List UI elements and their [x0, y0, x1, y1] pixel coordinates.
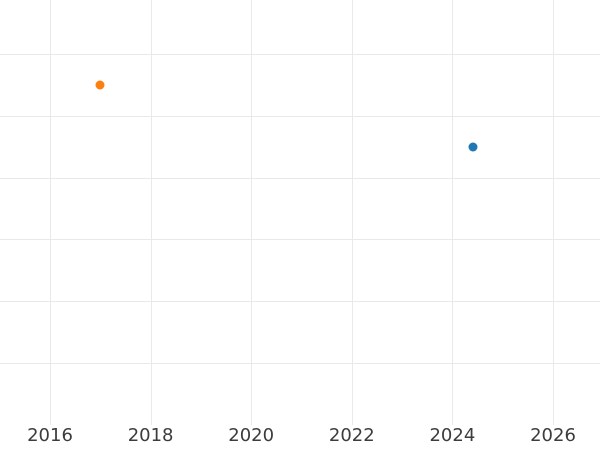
x-tick-label: 2022 [328, 425, 375, 446]
h-gridline [0, 115, 600, 117]
h-gridline [0, 301, 600, 303]
x-tick-label: 2016 [27, 425, 73, 446]
v-gridline [150, 0, 152, 425]
data-point-orange [95, 80, 105, 90]
v-gridline [351, 0, 353, 425]
x-tick-label: 2020 [228, 425, 275, 446]
v-gridline [452, 0, 454, 425]
v-gridline [553, 0, 554, 425]
x-tick-label: 2018 [127, 425, 174, 446]
h-gridline [0, 54, 600, 55]
v-gridline [50, 0, 51, 425]
v-gridline [251, 0, 253, 425]
h-gridline [0, 177, 600, 179]
x-tick-label: 2024 [429, 425, 476, 446]
h-gridline [0, 239, 600, 241]
h-gridline [0, 363, 600, 364]
data-point-blue [468, 142, 477, 152]
x-tick-label: 2026 [530, 425, 576, 446]
